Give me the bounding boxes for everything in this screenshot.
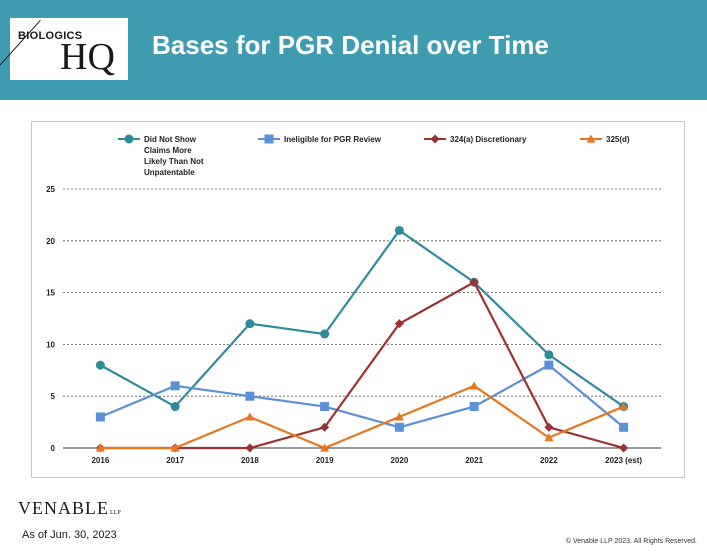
data-point-s2 [619,422,629,432]
brand-name: VENABLE [18,498,109,518]
copyright-notice: © Venable LLP 2023. All Rights Reserved. [565,538,697,545]
data-point-s3 [320,422,330,432]
y-tick-label: 20 [46,237,55,246]
y-tick-label: 10 [46,340,55,349]
logo-slash [0,20,41,73]
data-point-s1 [95,360,105,370]
data-point-s4 [394,412,404,421]
series-line-2 [99,364,625,429]
data-point-s2 [394,422,404,432]
data-point-s4 [95,443,105,452]
legend-label-1: Unpatentable [144,168,195,177]
data-point-s4 [245,412,255,421]
legend-label-4: 325(d) [606,135,630,144]
data-point-s3 [619,443,629,453]
y-tick-label: 5 [51,392,56,401]
data-point-s1 [245,319,255,329]
data-point-s4 [619,402,629,411]
data-point-s4 [170,443,180,452]
y-tick-label: 15 [46,289,55,298]
data-point-s3 [245,443,255,453]
y-tick-label: 25 [46,185,55,194]
data-point-s1 [394,225,404,235]
legend-label-3: 324(a) Discretionary [450,135,527,144]
data-point-s4 [469,381,479,390]
brand-suffix: LLP [110,510,121,516]
data-point-s1 [170,402,180,412]
data-point-s2 [245,391,255,401]
legend-marker-3 [430,134,440,144]
data-point-s2 [544,360,554,370]
data-point-s2 [170,381,180,391]
biologics-hq-logo: BIOLOGICS HQ [0,18,128,80]
legend-label-1: Likely Than Not [144,157,204,166]
logo-top-text: BIOLOGICS [18,30,83,42]
legend-label-2: Ineligible for PGR Review [284,135,382,144]
legend-label-1: Claims More [144,146,192,155]
legend-marker-1 [124,134,134,144]
data-point-s4 [544,433,554,442]
logo-main-text: HQ [60,36,115,78]
x-tick-label: 2018 [241,456,259,465]
series-line-1 [99,229,625,408]
header-banner: BIOLOGICS HQ Bases for PGR Denial over T… [0,0,707,100]
data-point-s1 [320,329,330,339]
chart-panel: 0 5 10 15 20 25 2016 2017 2018 2019 2020 2021 2022 20… [31,121,685,478]
series-line-4 [100,384,625,450]
venable-logo: VENABLELLP [18,498,121,519]
data-point-s4 [320,443,330,452]
data-point-s2 [469,402,479,412]
x-tick-label: 2021 [465,456,483,465]
as-of-date: As of Jun. 30, 2023 [22,529,117,541]
x-tick-label: 2020 [390,456,408,465]
data-point-s3 [469,277,479,287]
x-tick-label: 2019 [316,456,334,465]
y-tick-label: 0 [51,444,56,453]
legend-marker-2 [264,134,274,144]
x-tick-label: 2016 [91,456,109,465]
x-tick-label: 2017 [166,456,184,465]
data-point-s2 [95,412,105,422]
legend-marker-4 [586,134,596,143]
page-title: Bases for PGR Denial over Time [152,30,549,60]
legend-label-1: Did Not Show [144,135,197,144]
data-point-s3 [544,422,554,432]
x-tick-label: 2023 (est) [605,456,642,465]
series-line-3 [100,281,624,450]
data-point-s1 [544,350,554,360]
data-point-s2 [320,402,330,412]
x-tick-label: 2022 [540,456,558,465]
line-chart: 0 5 10 15 20 25 2016 2017 2018 2019 2020 2021 2022 20… [46,134,661,465]
data-point-s3 [394,319,404,329]
